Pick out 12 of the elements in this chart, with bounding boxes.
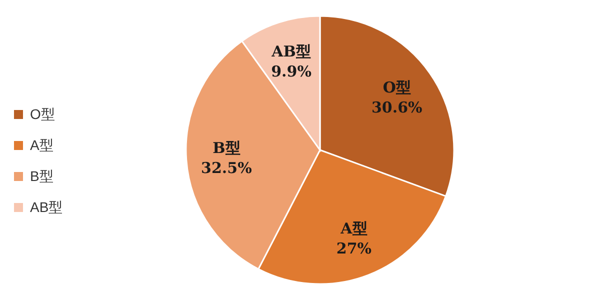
legend-label: AB型 <box>30 199 63 215</box>
slice-label: AB型 <box>270 42 311 61</box>
data-label: 27% <box>336 239 372 258</box>
legend-label: B型 <box>30 168 54 184</box>
slice-label: O型 <box>382 78 411 96</box>
data-label: 30.6% <box>372 98 422 116</box>
slice-label: B型 <box>212 138 240 157</box>
legend-label: A型 <box>30 137 54 153</box>
legend-label: O型 <box>30 106 55 122</box>
data-label: 32.5% <box>201 158 252 177</box>
slice-label: A型 <box>340 219 368 238</box>
data-label: 9.9% <box>271 62 312 81</box>
